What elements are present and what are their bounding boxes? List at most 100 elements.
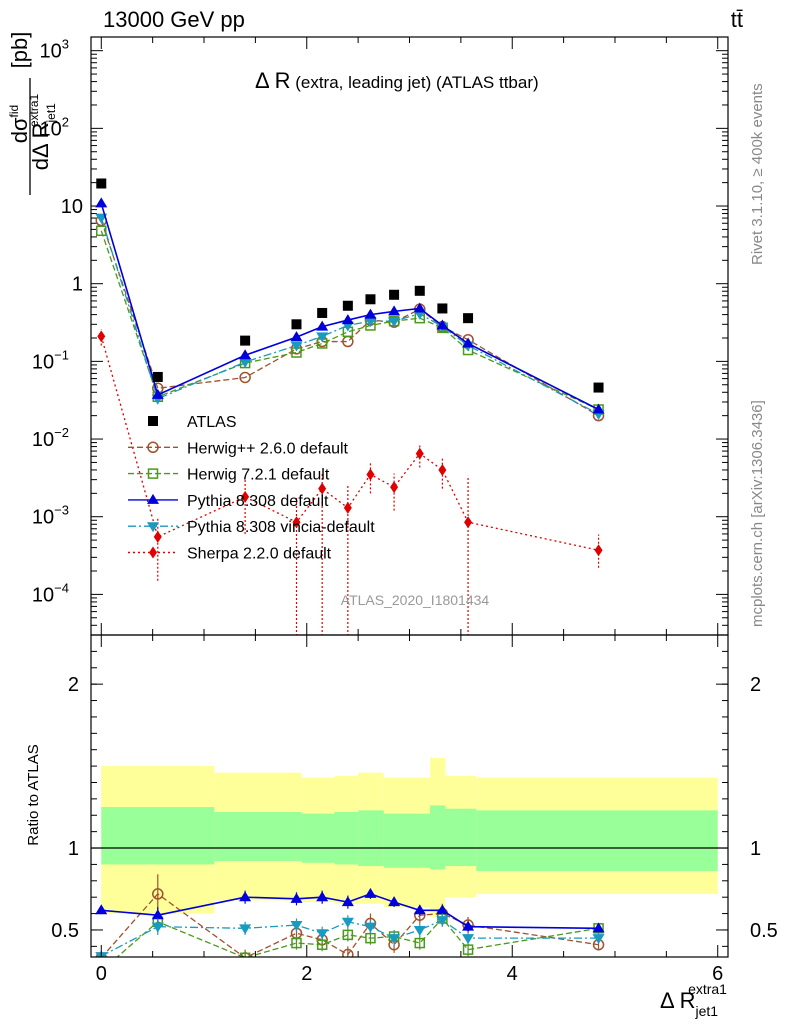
y-label-unit: [pb] [7, 32, 32, 69]
mcplots-label: mcplots.cern.ch [arXiv:1306.3436] [749, 400, 766, 627]
x-label-sub: jet1 [694, 1003, 718, 1019]
legend-marker-atlas [148, 416, 158, 426]
legend-label: Herwig++ 2.6.0 default [187, 440, 349, 457]
series-pythia [95, 197, 605, 414]
main-y-tick-exponent: −4 [54, 580, 69, 595]
ratio-point-vincia [341, 917, 354, 928]
uncertainty-band-inner [358, 810, 384, 867]
ratio-point-pythia [341, 896, 354, 907]
ratio-series-vincia [95, 913, 605, 957]
data-point-atlas [463, 313, 474, 324]
ratio-point-vincia [436, 916, 449, 927]
legend-marker-vincia [147, 522, 159, 533]
legend: ATLAS Herwig++ 2.6.0 default Herwig 7.2.1 … [128, 414, 375, 563]
data-point-vincia [364, 317, 377, 328]
data-point-pythia [436, 319, 449, 330]
ratio-y-tick-label: 2 [68, 674, 79, 696]
y-label-denominator: dΔ R [28, 123, 53, 171]
data-point-vincia [316, 332, 329, 343]
data-point-herwig_pp [239, 371, 251, 384]
uncertainty-band-inner [445, 808, 477, 867]
uncertainty-band-inner [214, 811, 302, 862]
data-point-sherpa [318, 482, 327, 495]
legend-entry: Pythia 8.308 vincia-default [128, 519, 375, 536]
ratio-point-herwig7 [462, 944, 474, 955]
ratio-line-herwig7 [116, 917, 599, 957]
x-tick-label: 0 [96, 963, 107, 985]
legend-marker-pythia [147, 493, 159, 504]
ratio-point-herwig_pp [342, 948, 354, 957]
data-point-sherpa [415, 447, 424, 460]
ratio-point-pythia [388, 896, 401, 907]
ratio-point-pythia [95, 904, 108, 915]
x-axis-label: Δ Rjet1 extra1 [660, 981, 727, 1019]
legend-entry: Pythia 8.308 default [128, 493, 329, 510]
analysis-label: ATLAS_2020_I1801434 [341, 592, 490, 608]
ratio-point-vincia [316, 929, 329, 940]
data-point-sherpa [390, 481, 399, 494]
uncertainty-band-inner [476, 810, 718, 871]
ratio-point-vincia [239, 924, 252, 935]
data-point-sherpa [241, 490, 250, 503]
x-tick-label: 6 [712, 963, 723, 985]
uncertainty-band-inner [301, 813, 335, 863]
ratio-plot-area [91, 757, 728, 957]
ratio-point-vincia [388, 934, 401, 945]
ratio-panel: 0.5 0.5 1 1 2 2 0 2 4 6 Ratio to ATLAS [25, 634, 778, 985]
data-point-pythia [316, 320, 329, 331]
data-point-pythia [341, 314, 354, 325]
y-label-numerator: dσ [7, 117, 32, 143]
ratio-point-herwig7 [316, 939, 328, 950]
svg-text:dσfid: dσfid [7, 105, 32, 144]
ratio-axis-ticks: 0.5 0.5 1 1 2 2 0 2 4 6 [51, 635, 778, 985]
svg-text:dΔ Rjet1extra1: dΔ Rjet1extra1 [27, 93, 58, 170]
legend-label: Sherpa 2.2.0 default [187, 546, 332, 563]
ratio-point-pythia [413, 904, 426, 915]
data-point-sherpa [343, 501, 352, 514]
ratio-point-vincia [462, 934, 475, 945]
data-point-pythia [413, 302, 426, 313]
ratio-point-pythia [364, 887, 377, 898]
main-y-tick-exponent: 2 [62, 114, 69, 129]
data-point-herwig7 [96, 225, 107, 237]
ratio-point-herwig7 [342, 929, 354, 941]
x-tick-label: 2 [301, 963, 312, 985]
ratio-line-vincia [100, 919, 599, 957]
data-point-atlas [152, 371, 163, 382]
data-point-sherpa [594, 544, 603, 557]
data-point-atlas [414, 285, 425, 296]
data-point-atlas [593, 382, 604, 393]
data-point-sherpa [292, 516, 301, 529]
ratio-point-pythia [316, 891, 329, 902]
data-point-atlas [317, 307, 328, 318]
series-atlas [96, 178, 604, 393]
ratio-point-pythia [592, 922, 605, 933]
main-y-tick-label: 103 [40, 37, 69, 63]
legend-entry: Herwig 7.2.1 default [128, 467, 330, 484]
data-point-pythia [290, 331, 303, 342]
ratio-point-pythia [151, 909, 164, 920]
y-label-fid: fid [7, 105, 21, 118]
uncertainty-band-inner [334, 811, 359, 865]
ratio-y-tick-label: 0.5 [51, 920, 79, 942]
main-y-tick-label: 10−2 [32, 425, 69, 451]
main-y-tick-label: 10−3 [32, 503, 69, 529]
data-point-pythia [151, 388, 164, 399]
data-point-pythia [95, 197, 108, 208]
ratio-point-herwig7 [291, 937, 302, 949]
main-y-tick-exponent: −1 [54, 347, 69, 362]
main-y-tick-exponent: 3 [62, 37, 69, 52]
y-label-sub: jet1 [44, 103, 58, 124]
main-y-tick-exponent: −2 [54, 425, 69, 440]
ratio-y-tick-label: 1 [68, 838, 79, 860]
main-y-tick-label: 1 [72, 274, 83, 296]
uncertainty-band-inner [430, 805, 446, 870]
rivet-label: Rivet 3.1.10, ≥ 400k events [749, 83, 766, 265]
main-x-ticks [100, 37, 719, 635]
data-point-atlas [342, 300, 353, 311]
main-plot-area [95, 178, 605, 635]
process-label: tt̄ [731, 7, 743, 32]
ratio-point-herwig7 [414, 937, 426, 949]
